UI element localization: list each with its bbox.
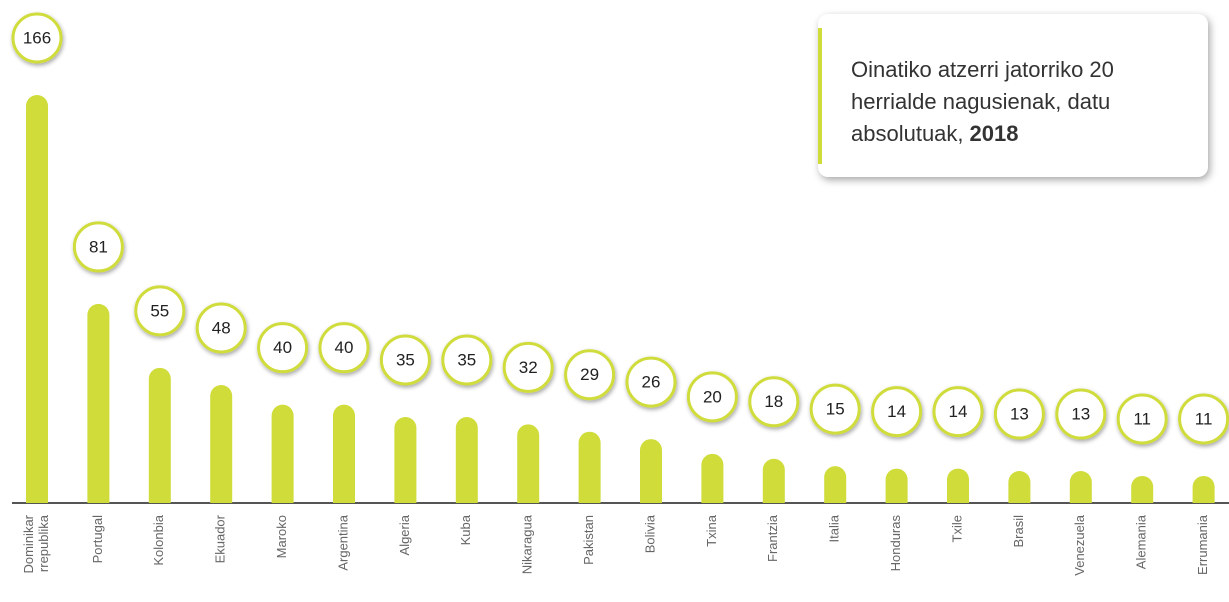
x-tick-label: Pakistan xyxy=(581,515,596,565)
x-tick-label: Argentina xyxy=(335,514,350,570)
value-label: 40 xyxy=(273,338,292,357)
bar xyxy=(517,424,540,503)
value-bubble xyxy=(195,302,247,354)
bar xyxy=(1069,471,1092,503)
value-bubble xyxy=(625,356,677,408)
bar xyxy=(87,303,110,503)
bar xyxy=(210,385,233,503)
value-bubble xyxy=(318,322,370,374)
x-tick-label: Nikaragua xyxy=(520,514,535,574)
bar xyxy=(333,404,355,503)
x-tick-label: Maroko xyxy=(274,515,289,558)
value-bubble xyxy=(809,383,861,435)
x-tick-label: Alemania xyxy=(1134,514,1149,569)
value-label: 13 xyxy=(1071,405,1090,424)
x-tick-label: Brasil xyxy=(1011,515,1026,548)
value-bubble xyxy=(564,349,616,401)
x-tick-label: Algeria xyxy=(397,514,412,555)
bar xyxy=(701,453,724,503)
value-bubble xyxy=(441,334,493,386)
value-bubble xyxy=(379,334,431,386)
bar xyxy=(578,431,601,503)
bar xyxy=(455,416,478,503)
bar xyxy=(824,466,847,503)
value-label: 11 xyxy=(1195,409,1213,428)
value-label: 15 xyxy=(826,400,845,419)
x-tick-label: Txina xyxy=(704,514,719,547)
x-tick-label: Errumania xyxy=(1195,514,1210,575)
x-tick-label: Portugal xyxy=(90,515,105,564)
bar xyxy=(271,404,294,503)
value-bubble xyxy=(1055,388,1107,440)
x-tick-label: rrepublika xyxy=(36,514,51,572)
title-box: Oinatiko atzerri jatorriko 20 herrialde … xyxy=(818,14,1208,177)
value-bubble xyxy=(871,386,923,438)
value-bubble xyxy=(686,371,738,423)
chart-title: Oinatiko atzerri jatorriko 20 herrialde … xyxy=(851,54,1186,150)
bar xyxy=(394,416,417,503)
x-tick-label: Kolonbia xyxy=(151,514,166,565)
bar xyxy=(947,468,969,503)
value-bubble xyxy=(134,285,186,337)
value-label: 13 xyxy=(1010,405,1029,424)
x-tick-label: Dominikar xyxy=(21,514,36,573)
x-tick-label: Txile xyxy=(949,515,964,542)
bar xyxy=(1192,475,1215,503)
value-bubble xyxy=(993,388,1045,440)
value-label: 14 xyxy=(949,402,968,421)
bar xyxy=(148,367,171,503)
title-year: 2018 xyxy=(969,121,1019,146)
x-tick-label: Frantzia xyxy=(765,514,780,562)
value-label: 14 xyxy=(887,402,906,421)
value-label: 166 xyxy=(23,28,51,47)
value-bubble xyxy=(1116,393,1168,445)
value-label: 35 xyxy=(396,350,415,369)
x-tick-label: Venezuela xyxy=(1072,514,1087,575)
value-bubble xyxy=(932,386,984,438)
value-bubble xyxy=(502,341,554,393)
value-bubble xyxy=(11,12,63,64)
x-tick-label: Honduras xyxy=(888,515,903,572)
x-tick-label: Ekuador xyxy=(213,514,228,563)
value-bubble xyxy=(1178,393,1229,445)
value-bubble xyxy=(257,322,309,374)
title-text: Oinatiko atzerri jatorriko 20 herrialde … xyxy=(851,57,1114,146)
value-label: 29 xyxy=(580,365,599,384)
x-tick-label: Italia xyxy=(827,514,842,542)
value-label: 40 xyxy=(335,338,354,357)
value-bubble xyxy=(748,376,800,428)
bar xyxy=(1008,471,1031,503)
value-label: 18 xyxy=(764,392,783,411)
value-label: 35 xyxy=(457,350,476,369)
bar xyxy=(26,95,48,503)
value-label: 32 xyxy=(519,358,538,377)
value-label: 55 xyxy=(150,301,169,320)
bar xyxy=(762,458,785,503)
bar xyxy=(1131,475,1154,503)
title-accent xyxy=(818,28,822,164)
value-label: 81 xyxy=(89,237,108,256)
bar xyxy=(885,468,908,503)
value-label: 26 xyxy=(642,373,661,392)
x-tick-label: Kuba xyxy=(458,514,473,545)
value-label: 20 xyxy=(703,387,722,406)
x-tick-label: Bolivia xyxy=(642,514,657,553)
value-label: 48 xyxy=(212,319,231,338)
bar xyxy=(640,439,662,503)
value-bubble xyxy=(72,221,124,273)
value-label: 11 xyxy=(1133,409,1151,428)
